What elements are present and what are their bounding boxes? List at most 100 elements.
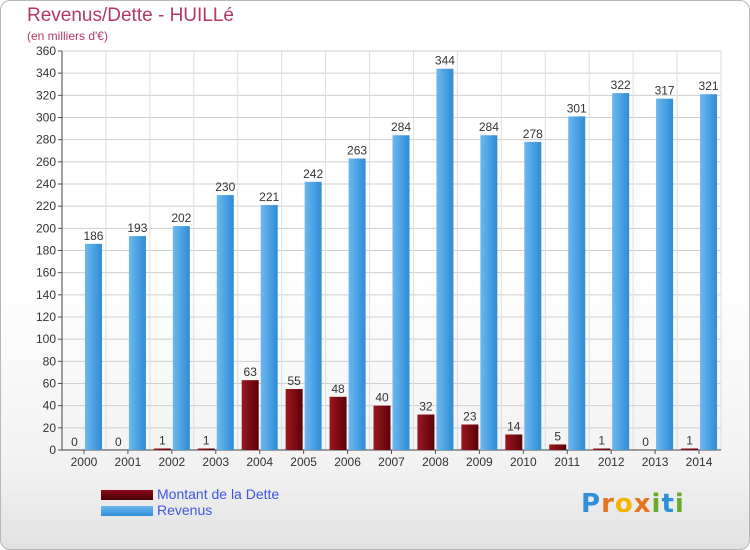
data-label-revenus: 317	[655, 84, 675, 98]
x-tick-label: 2009	[466, 455, 493, 469]
y-tick-label: 40	[43, 399, 57, 413]
y-tick-label: 20	[43, 421, 57, 435]
x-tick-label: 2013	[642, 455, 669, 469]
data-label-dette: 1	[203, 434, 210, 448]
bar-dette	[329, 396, 347, 450]
data-label-dette: 48	[331, 382, 345, 396]
y-tick-label: 240	[36, 177, 56, 191]
bar-revenus	[260, 205, 278, 450]
bar-dette	[549, 444, 567, 450]
bar-revenus	[304, 181, 322, 451]
y-tick-label: 120	[36, 310, 56, 324]
y-tick-label: 360	[36, 44, 56, 58]
data-label-dette: 55	[287, 374, 301, 388]
data-label-revenus: 344	[435, 54, 455, 68]
y-tick-label: 260	[36, 155, 56, 169]
bar-revenus	[84, 243, 102, 450]
data-label-dette: 5	[554, 429, 561, 443]
bar-revenus	[612, 93, 630, 450]
data-label-revenus: 263	[347, 144, 367, 158]
data-label-revenus: 321	[699, 79, 719, 93]
legend-swatch-dette	[101, 490, 153, 500]
x-tick-label: 2001	[115, 455, 142, 469]
bar-dette	[285, 389, 303, 450]
y-tick-label: 300	[36, 111, 56, 125]
x-tick-label: 2005	[290, 455, 317, 469]
bar-revenus	[480, 135, 498, 450]
x-tick-label: 2006	[334, 455, 361, 469]
bar-revenus	[656, 98, 674, 451]
data-label-dette: 63	[244, 365, 258, 379]
axes: 0204060801001201401601802002202402602803…	[36, 44, 721, 469]
data-label-revenus: 202	[171, 211, 191, 225]
bar-revenus	[700, 94, 718, 450]
x-tick-label: 2000	[71, 455, 98, 469]
y-tick-label: 60	[43, 377, 57, 391]
x-tick-label: 2007	[378, 455, 405, 469]
data-label-dette: 23	[463, 410, 477, 424]
data-label-revenus: 221	[259, 190, 279, 204]
data-label-revenus: 284	[479, 120, 499, 134]
bar-revenus	[172, 226, 190, 450]
x-tick-label: 2003	[202, 455, 229, 469]
data-label-dette: 0	[642, 435, 649, 449]
chart-title: Revenus/Dette - HUILLé	[27, 5, 234, 26]
data-label-revenus: 322	[611, 78, 631, 92]
bar-dette	[681, 448, 699, 450]
bar-revenus	[524, 141, 542, 450]
legend-swatch-revenus	[101, 506, 153, 516]
data-label-revenus: 284	[391, 120, 411, 134]
bars	[84, 68, 718, 451]
bar-revenus	[392, 135, 410, 450]
bar-dette	[373, 405, 391, 450]
x-tick-label: 2010	[510, 455, 537, 469]
legend-label-dette: Montant de la Dette	[157, 486, 280, 502]
x-tick-label: 2011	[554, 455, 580, 469]
y-tick-label: 180	[36, 244, 56, 258]
y-tick-label: 80	[43, 354, 57, 368]
y-tick-label: 320	[36, 88, 56, 102]
y-tick-label: 220	[36, 199, 56, 213]
data-label-dette: 14	[507, 419, 521, 433]
bar-revenus	[128, 236, 146, 450]
data-label-revenus: 278	[523, 127, 543, 141]
bar-revenus	[568, 116, 586, 451]
y-tick-label: 0	[49, 443, 56, 457]
bar-dette	[593, 448, 611, 450]
x-tick-label: 2008	[422, 455, 449, 469]
x-tick-label: 2004	[246, 455, 273, 469]
x-tick-label: 2012	[598, 455, 625, 469]
data-label-dette: 1	[159, 434, 166, 448]
data-label-revenus: 242	[303, 167, 323, 181]
bar-revenus	[216, 195, 234, 450]
data-label-revenus: 301	[567, 101, 587, 115]
y-tick-label: 160	[36, 266, 56, 280]
legend-label-revenus: Revenus	[157, 502, 213, 518]
x-tick-label: 2002	[158, 455, 185, 469]
data-label-dette: 1	[598, 434, 605, 448]
data-label-dette: 0	[115, 435, 122, 449]
data-label-dette: 0	[71, 435, 78, 449]
bar-dette	[461, 424, 479, 450]
y-tick-label: 140	[36, 288, 56, 302]
data-labels: 0186019312021230632215524248263402843234…	[71, 54, 719, 449]
y-tick-label: 340	[36, 66, 56, 80]
data-label-dette: 1	[686, 434, 693, 448]
bar-dette	[505, 434, 523, 450]
data-label-dette: 40	[375, 391, 389, 405]
y-tick-label: 100	[36, 332, 56, 346]
data-label-revenus: 230	[215, 180, 235, 194]
data-label-revenus: 186	[83, 229, 103, 243]
bar-dette	[417, 414, 435, 450]
data-label-revenus: 193	[127, 221, 147, 235]
proxiti-logo: Proxiti	[581, 489, 685, 519]
bar-revenus	[436, 68, 454, 450]
bar-dette	[153, 448, 171, 450]
y-tick-label: 280	[36, 133, 56, 147]
y-tick-label: 200	[36, 221, 56, 235]
chart-subtitle: (en milliers d'€)	[27, 29, 108, 43]
bar-revenus	[348, 158, 366, 450]
x-tick-label: 2014	[686, 455, 713, 469]
